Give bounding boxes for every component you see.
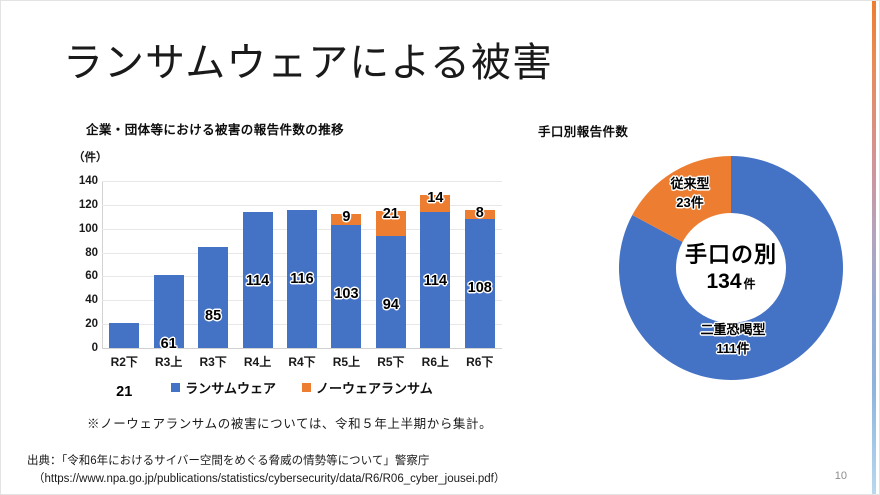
bar-value-label-ransomware: 21 — [116, 383, 133, 400]
donut-slice-value-double-extortion: 111件 — [716, 340, 750, 356]
bar-value-label-ransomware: 94 — [382, 296, 399, 313]
bar-column[interactable]: 61 — [153, 275, 184, 351]
bar-value-label-ransomware: 85 — [205, 307, 222, 324]
source-citation: 出典：「令和6年におけるサイバー空間をめぐる脅威の情勢等について」警察庁 （ht… — [27, 453, 505, 489]
bar-value-label-ransomware: 108 — [467, 280, 492, 297]
page-number: 10 — [834, 470, 847, 482]
bar-segment-ransomware[interactable]: 61 — [153, 275, 184, 351]
bar-segment-ransomware[interactable]: 114 — [420, 212, 451, 348]
bar-column[interactable]: 116 — [287, 209, 317, 348]
bar-value-label-ransomware: 61 — [160, 336, 177, 353]
donut-slice-label-conventional: 従来型 23件 — [650, 175, 730, 213]
source-line-1: 出典：「令和6年におけるサイバー空間をめぐる脅威の情勢等について」警察庁 — [27, 455, 430, 467]
donut-slice-name-conventional: 従来型 — [670, 176, 710, 191]
x-axis-tick-label: R4下 — [288, 355, 316, 369]
bar-chart-plot-area: 0 20 40 60 80 100 120 140 21 61 85 114 116 9 103 21 94 1… — [79, 175, 502, 399]
x-axis-tick-label: R4上 — [243, 355, 272, 369]
bar-column[interactable]: 85 — [198, 246, 229, 348]
bar-value-label-nowhere-ransom: 8 — [475, 204, 484, 221]
y-axis-unit-label: （件） — [73, 152, 108, 164]
bar-segment-ransomware[interactable]: 85 — [198, 246, 229, 348]
bar-value-label-nowhere-ransom: 9 — [342, 209, 351, 226]
page-title: ランサムウェアによる被害 — [63, 41, 553, 85]
x-axis-tick-label: R3下 — [199, 355, 227, 369]
decorative-edge-strip — [872, 1, 876, 494]
legend-label-nowhere-ransom: ノーウェアランサム — [316, 381, 433, 396]
y-axis-tick-label: 100 — [78, 222, 98, 235]
y-axis-tick-label: 20 — [85, 318, 98, 331]
legend-label-ransomware: ランサムウェア — [185, 381, 276, 396]
bar-value-label-ransomware: 116 — [290, 270, 314, 287]
source-line-2: （https://www.npa.go.jp/publications/stat… — [33, 472, 506, 485]
bars-group: 21 61 85 114 116 9 103 21 94 14 114 8 108 — [102, 181, 502, 399]
bar-column[interactable]: 14 114 — [420, 191, 451, 348]
y-axis-tick-label: 140 — [78, 175, 98, 187]
bar-value-label-ransomware: 103 — [334, 286, 359, 303]
gridline — [102, 204, 502, 206]
legend-item-ransomware: ランサムウェア — [171, 378, 276, 397]
donut-chart-graphic: 手口の別 134 件 従来型 23件 二重恐喝型 111件 — [616, 153, 846, 383]
bar-segment-ransomware[interactable]: 103 — [331, 225, 362, 348]
x-axis-labels: R2下 R3上 R3下 R4上 R4下 R5上 R5下 R6上 R6下 — [102, 353, 502, 373]
bar-chart-panel: 企業・団体等における被害の報告件数の推移 （件） 0 20 40 60 80 100 120… — [59, 113, 529, 433]
bar-value-label-nowhere-ransom: 21 — [382, 205, 399, 222]
donut-slice-label-double-extortion: 二重恐喝型 111件 — [678, 321, 788, 359]
x-axis-tick-label: R3上 — [154, 355, 183, 369]
y-axis-tick-label: 60 — [85, 270, 98, 283]
y-axis-tick-label: 120 — [78, 198, 98, 211]
bar-segment-ransomware[interactable]: 116 — [287, 209, 317, 348]
donut-slice-value-conventional: 23件 — [676, 194, 704, 210]
gridline — [102, 181, 502, 182]
bar-value-label-ransomware: 114 — [423, 273, 448, 290]
bar-segment-ransomware[interactable]: 94 — [375, 235, 406, 348]
bar-segment-nowhere-ransom[interactable]: 8 — [464, 206, 495, 220]
x-axis-tick-label: R2下 — [110, 355, 138, 369]
bar-segment-nowhere-ransom[interactable]: 21 — [375, 207, 406, 236]
bar-column[interactable]: 21 — [109, 322, 140, 399]
bar-segment-ransomware[interactable]: 21 — [109, 322, 140, 399]
x-axis-tick-label: R6上 — [421, 355, 449, 369]
legend-swatch-icon-orange — [302, 383, 311, 392]
y-axis-line — [102, 181, 103, 348]
bar-segment-ransomware[interactable]: 114 — [242, 212, 273, 348]
y-axis-tick-label: 40 — [85, 294, 98, 307]
legend-item-nowhere-ransom: ノーウェアランサム — [302, 378, 433, 397]
donut-chart-title: 手口別報告件数 — [538, 125, 629, 139]
y-axis-tick-label: 80 — [85, 246, 98, 259]
donut-slice-name-double-extortion: 二重恐喝型 — [700, 322, 766, 337]
donut-slice[interactable] — [619, 156, 843, 380]
y-axis-tick-label: 0 — [91, 342, 98, 354]
bar-column[interactable]: 21 94 — [375, 207, 406, 348]
x-axis-tick-label: R5下 — [377, 355, 405, 369]
donut-svg — [619, 156, 843, 380]
bar-chart-legend: ランサムウェア ノーウェアランサム — [102, 378, 502, 397]
donut-slice[interactable] — [632, 156, 731, 243]
bar-segment-nowhere-ransom[interactable]: 14 — [420, 191, 451, 213]
bar-column[interactable]: 8 108 — [464, 206, 495, 348]
bar-chart-subtitle: 企業・団体等における被害の報告件数の推移 — [86, 123, 345, 137]
bar-column[interactable]: 114 — [242, 212, 273, 348]
bar-chart-footnote: ※ノーウェアランサムの被害については、令和５年上半期から集計。 — [87, 417, 493, 431]
donut-chart-panel: 手口別報告件数 手口の別 134 件 従来型 23件 二重恐喝型 111件 — [536, 113, 846, 413]
legend-swatch-icon-blue — [171, 383, 181, 392]
gridline — [102, 348, 502, 349]
x-axis-tick-label: R5上 — [332, 355, 361, 369]
bar-column[interactable]: 9 103 — [331, 210, 362, 348]
bar-value-label-ransomware: 114 — [245, 273, 270, 290]
bar-segment-nowhere-ransom[interactable]: 9 — [331, 210, 362, 226]
bar-value-label-nowhere-ransom: 14 — [427, 190, 444, 207]
bar-segment-ransomware[interactable]: 108 — [464, 219, 495, 348]
x-axis-tick-label: R6下 — [466, 355, 494, 369]
